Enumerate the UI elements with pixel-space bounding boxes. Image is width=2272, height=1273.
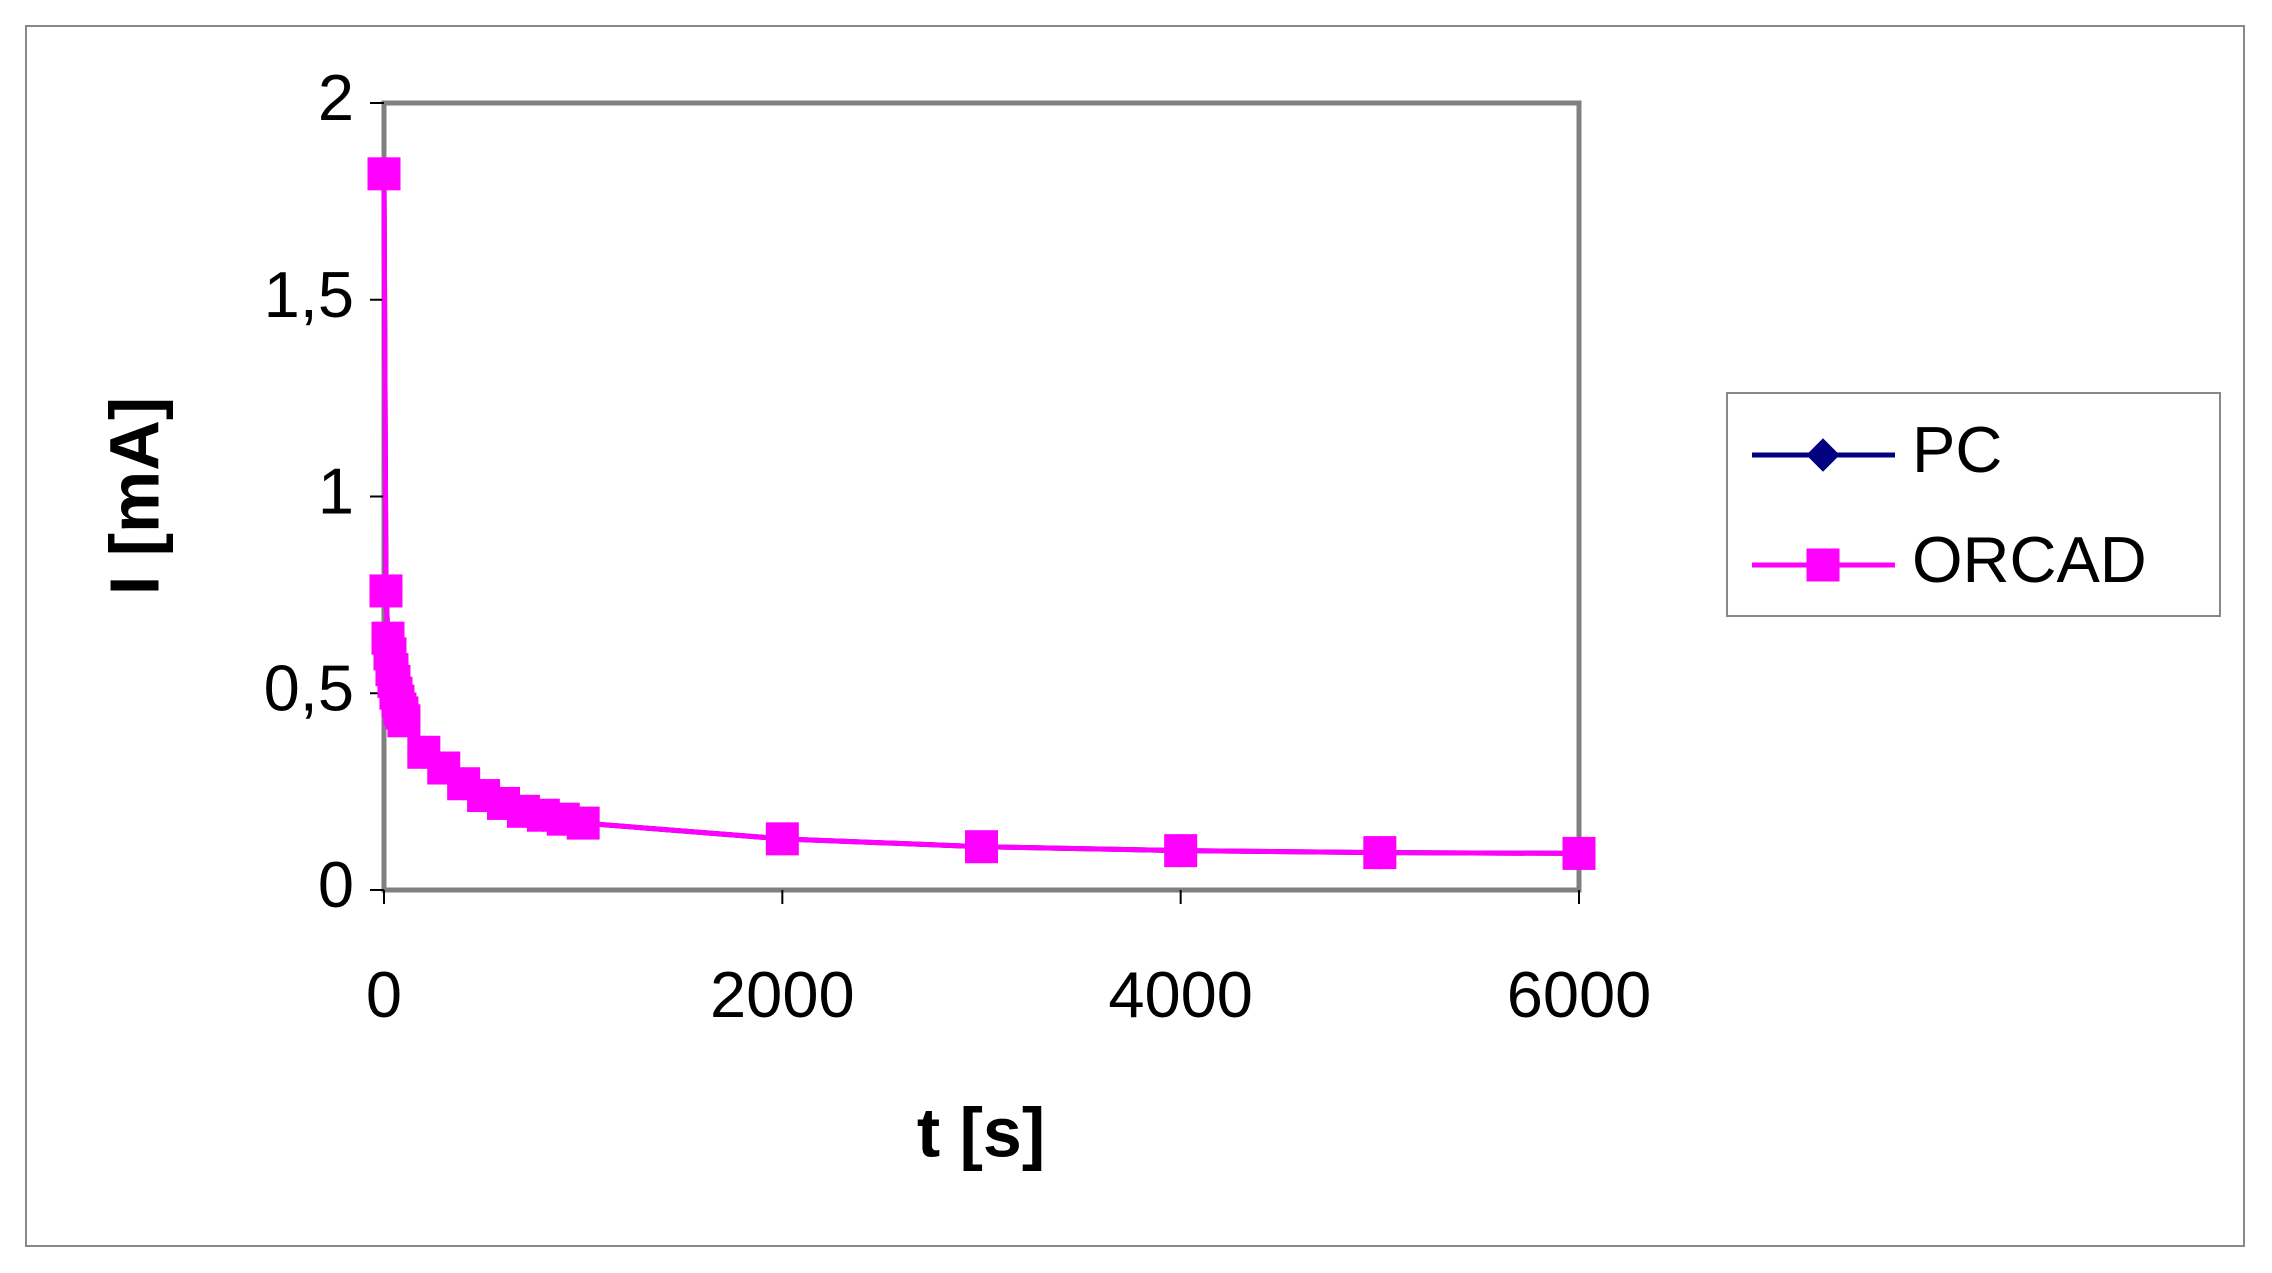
chart-frame <box>25 25 2245 1247</box>
x-tick-label: 0 <box>366 958 402 1031</box>
legend-label: PC <box>1912 413 2002 486</box>
x-axis-title: t [s] <box>917 1093 1045 1171</box>
y-tick-label: 1 <box>318 455 354 528</box>
x-tick-label: 6000 <box>1507 958 1652 1031</box>
legend-marker <box>1806 548 1840 582</box>
marker <box>965 830 998 864</box>
marker <box>387 704 421 738</box>
marker <box>367 157 401 191</box>
legend-marker <box>1806 438 1840 472</box>
y-axis-title: I [mA] <box>95 397 173 595</box>
x-tick-label: 4000 <box>1108 958 1253 1031</box>
marker <box>1562 836 1596 870</box>
x-tick-label: 2000 <box>710 958 855 1031</box>
marker <box>765 822 799 856</box>
marker <box>1164 834 1198 868</box>
legend-label: ORCAD <box>1912 523 2147 596</box>
marker <box>1363 836 1397 870</box>
y-tick-label: 1,5 <box>264 258 354 331</box>
y-tick-label: 0 <box>318 848 354 921</box>
y-tick-label: 0,5 <box>264 651 354 724</box>
marker <box>369 574 403 608</box>
marker <box>566 806 600 840</box>
y-tick-label: 2 <box>318 61 354 134</box>
